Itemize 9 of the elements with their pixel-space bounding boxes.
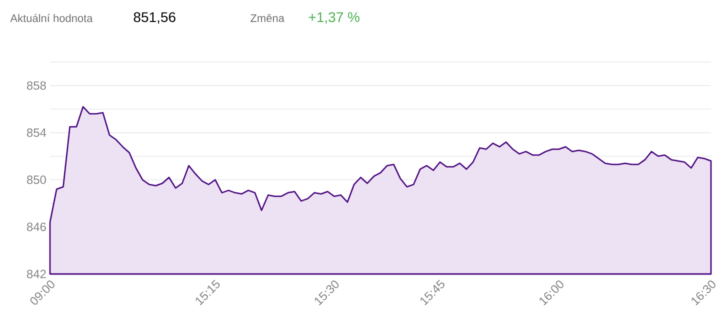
text: Změna: [250, 14, 284, 22]
y-tick-label: 842: [26, 270, 46, 278]
y-tick-label: 854: [26, 128, 46, 137]
y-tick-label: 846: [26, 222, 46, 232]
text: 851,56: [134, 12, 176, 24]
text: Aktuální hodnota: [10, 14, 93, 22]
text: +1,37 %: [308, 12, 360, 24]
y-tick-label: 858: [26, 81, 46, 90]
y-tick-label: 850: [26, 176, 46, 184]
